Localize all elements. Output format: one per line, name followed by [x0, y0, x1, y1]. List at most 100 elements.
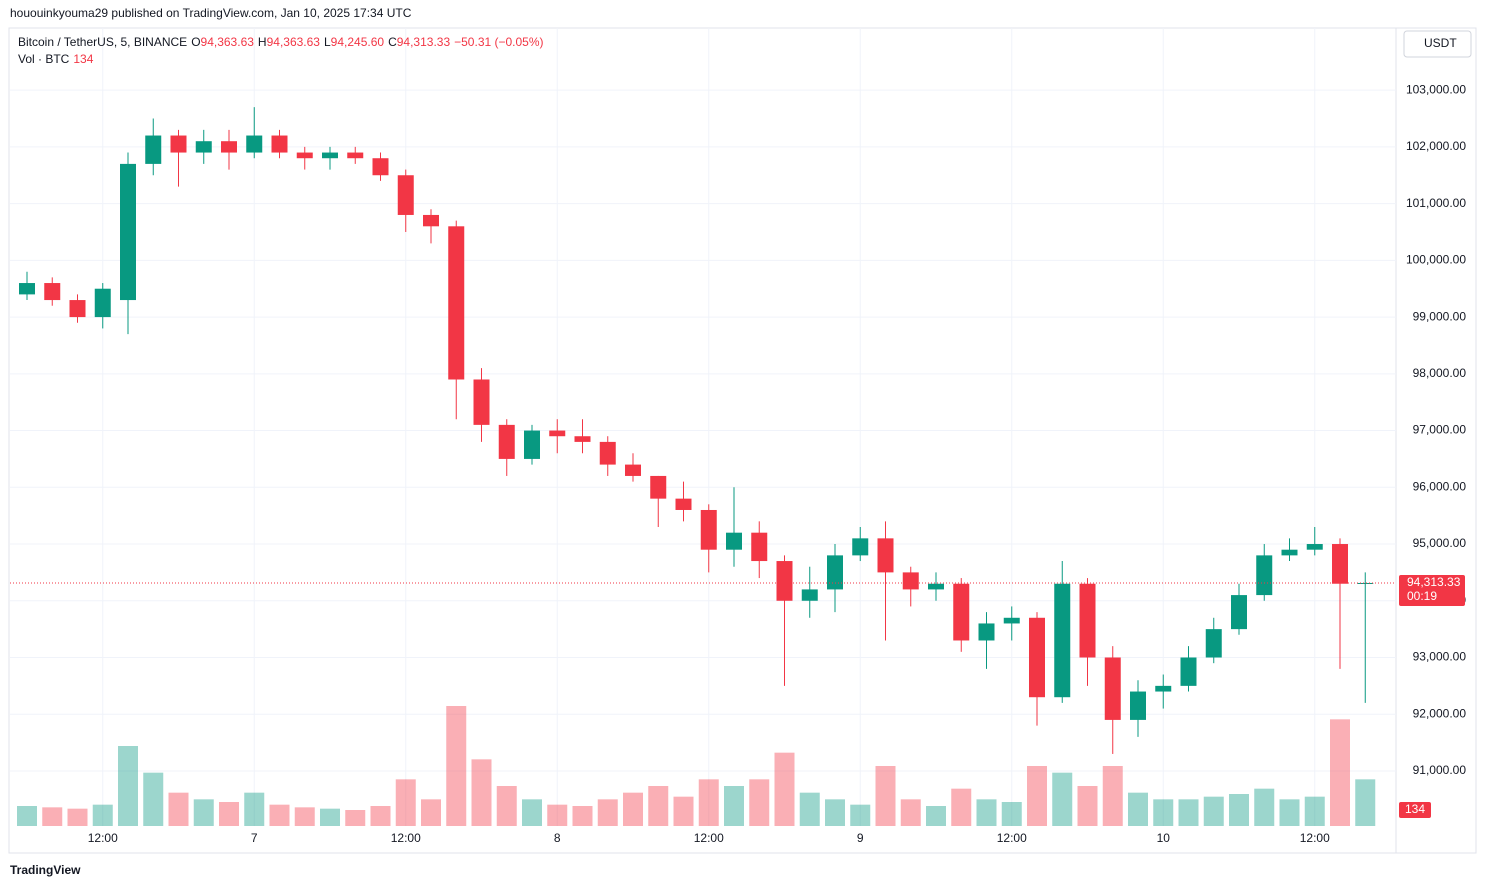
- ohlc-key: C: [388, 35, 397, 49]
- candle-body: [1205, 629, 1222, 658]
- candle-body: [1155, 685, 1172, 692]
- volume-bar: [446, 706, 467, 826]
- candle-body: [978, 623, 995, 641]
- ohlc-value: 94,363.63: [266, 35, 320, 49]
- frame: [8, 27, 1477, 854]
- y-tick-label: 93,000.00: [1413, 650, 1467, 664]
- candles: [19, 107, 1374, 754]
- volume-bar: [1279, 799, 1300, 826]
- candle-body: [94, 288, 111, 318]
- candle-body: [423, 214, 439, 227]
- volume-bar: [597, 799, 618, 826]
- candle-body: [1306, 544, 1323, 550]
- candle-body: [322, 152, 338, 159]
- currency-label[interactable]: USDT: [1424, 36, 1457, 50]
- candle-body: [1256, 555, 1273, 596]
- ohlc-key: O: [191, 35, 201, 49]
- candle-body: [776, 561, 793, 601]
- candle-body: [473, 379, 490, 425]
- volume-bar: [673, 796, 694, 826]
- currency-button[interactable]: [1403, 30, 1472, 58]
- volume-bar: [774, 752, 795, 826]
- candle-body: [221, 141, 237, 153]
- candle-body: [1003, 617, 1020, 624]
- volume-bar: [471, 759, 492, 826]
- x-tick-label: 12:00: [88, 831, 118, 845]
- ohlc-key: L: [323, 35, 331, 49]
- candle-body: [1029, 617, 1045, 698]
- x-tick-label: 12:00: [1300, 831, 1330, 845]
- candle-body: [751, 532, 768, 562]
- y-tick-label: 101,000.00: [1406, 196, 1466, 210]
- volume-bar: [496, 786, 517, 826]
- volume-title: Vol · BTC: [18, 52, 70, 66]
- volume-bar: [749, 779, 770, 826]
- x-tick-label: 8: [554, 831, 561, 845]
- volume-bar: [219, 802, 239, 826]
- y-tick-label: 92,000.00: [1413, 706, 1467, 720]
- volume-bar: [395, 779, 416, 826]
- candle-body: [397, 175, 414, 215]
- volume-bar: [648, 786, 669, 826]
- volume-bar: [522, 799, 542, 826]
- volume-bar: [875, 766, 896, 826]
- candle-body: [902, 572, 919, 590]
- candle-body: [549, 430, 566, 437]
- y-tick-label: 98,000.00: [1413, 366, 1467, 380]
- volume-bar: [193, 799, 214, 826]
- x-tick-label: 9: [857, 831, 864, 845]
- candle-body: [1180, 657, 1197, 686]
- y-tick-label: 97,000.00: [1413, 423, 1467, 437]
- volume-bar: [572, 806, 593, 826]
- volume-bar: [799, 792, 820, 826]
- candle-body: [801, 589, 818, 601]
- candle-body: [498, 424, 515, 459]
- volume-bar: [976, 799, 997, 826]
- last-price-tag: [1399, 574, 1465, 606]
- candle-body: [928, 583, 944, 590]
- volume-bar: [1128, 792, 1148, 826]
- x-tick-label: 12:00: [391, 831, 421, 845]
- y-tick-label: 103,000.00: [1406, 82, 1466, 96]
- candle-body: [372, 158, 389, 176]
- change: −50.31 (−0.05%): [454, 35, 544, 49]
- volume-bar: [547, 804, 568, 826]
- last-price-label: 94,313.33: [1407, 575, 1461, 589]
- y-tick-label: 102,000.00: [1406, 139, 1466, 153]
- volume-bar: [825, 799, 845, 826]
- y-tick-label: 96,000.00: [1413, 479, 1467, 493]
- volume-bar: [345, 810, 366, 826]
- candle-body: [650, 475, 667, 499]
- volume-bar: [370, 806, 391, 826]
- volume-bar: [1027, 766, 1047, 826]
- candle-body: [69, 300, 86, 318]
- volume-bar: [1229, 794, 1249, 826]
- volume-bar: [1355, 779, 1376, 826]
- candle-body: [1079, 583, 1096, 658]
- volume-bar: [926, 806, 946, 826]
- publish-note: hououinkyouma29 published on TradingView…: [10, 6, 412, 20]
- volume-bar: [168, 792, 189, 826]
- volume-bar: [900, 799, 921, 826]
- volume-bar: [1254, 788, 1275, 826]
- volume-tag-label: 134: [1405, 802, 1425, 816]
- volume-bar: [143, 772, 164, 826]
- candle-body: [1281, 549, 1298, 556]
- logo: TradingView: [10, 863, 81, 877]
- candle-body: [1104, 657, 1121, 720]
- ohlc-key: H: [257, 35, 267, 49]
- symbol-row: Bitcoin / TetherUS, 5, BINANCE O94,363.63…: [18, 34, 548, 51]
- volume-bar: [42, 807, 63, 826]
- candle-body: [1357, 582, 1374, 584]
- candle-body: [1130, 691, 1146, 720]
- volume-bar: [1052, 772, 1073, 826]
- x-tick-label: 10: [1157, 831, 1171, 845]
- legend: Bitcoin / TetherUS, 5, BINANCE O94,363.63…: [18, 34, 548, 68]
- volume-bar: [1077, 786, 1098, 826]
- candle-body: [675, 498, 692, 510]
- volume-bar: [244, 792, 265, 826]
- volume-bar: [1001, 802, 1022, 826]
- volume-bar: [67, 808, 88, 826]
- ohlc-value: 94,313.33: [396, 35, 451, 49]
